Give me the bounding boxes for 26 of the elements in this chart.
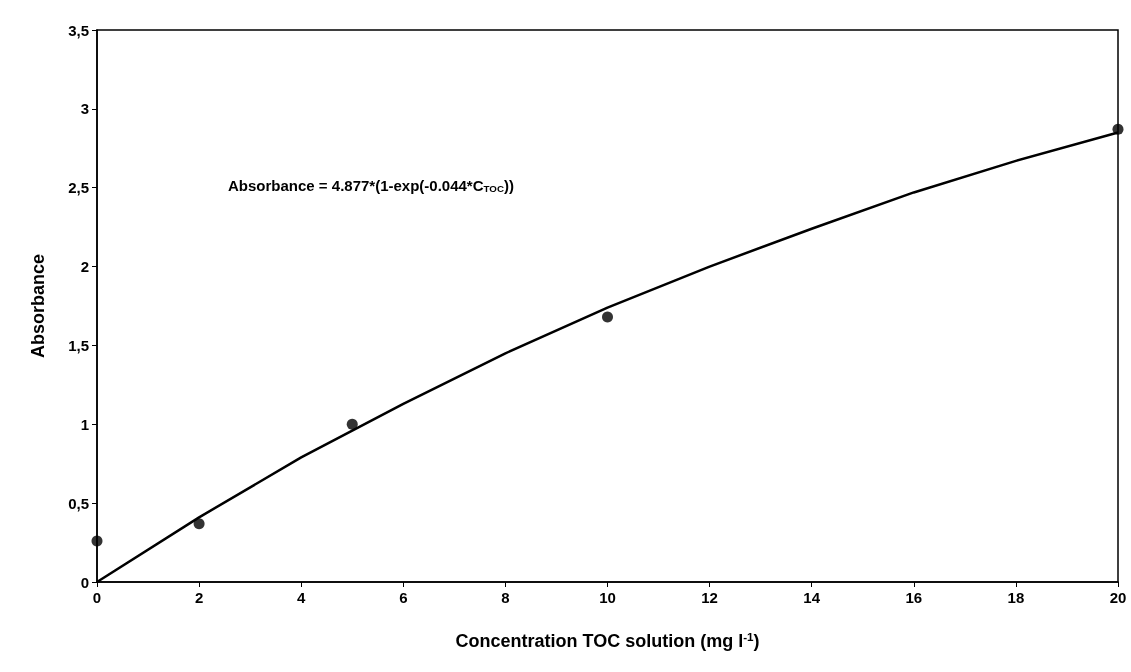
x-tick-label: 16 <box>905 589 923 606</box>
point <box>602 311 613 323</box>
y-tick-label: 0 <box>80 573 89 591</box>
y-tick-label: 1 <box>80 415 89 433</box>
x-tick-label: 4 <box>297 589 307 606</box>
point <box>346 418 358 430</box>
x-tick-label: 18 <box>1007 589 1025 606</box>
y-tick-label: 2,5 <box>68 179 89 197</box>
x-tick-label: 6 <box>399 589 408 606</box>
y-tick-label: 1,5 <box>68 336 89 354</box>
y-axis-title: Absorbance <box>28 253 48 359</box>
x-tick-label: 14 <box>803 589 821 606</box>
y-tick-label: 3 <box>80 100 89 118</box>
x-tick-label: 2 <box>194 589 204 606</box>
x-tick-label: 10 <box>599 589 616 606</box>
point <box>193 518 205 530</box>
y-tick-label: 3,5 <box>68 21 89 39</box>
point <box>1112 123 1124 135</box>
y-tick-label: 0,5 <box>68 494 89 512</box>
y-tick-label: 2 <box>80 258 89 276</box>
annotation: Absorbance = 4.877*(1-exp(-0.044*CTOC)) <box>228 177 514 195</box>
point <box>91 535 103 547</box>
x-tick-label: 0 <box>92 589 102 606</box>
x-tick-label: 20 <box>1109 589 1127 606</box>
x-tick-label: 12 <box>701 589 718 606</box>
x-tick-label: 8 <box>501 589 510 606</box>
